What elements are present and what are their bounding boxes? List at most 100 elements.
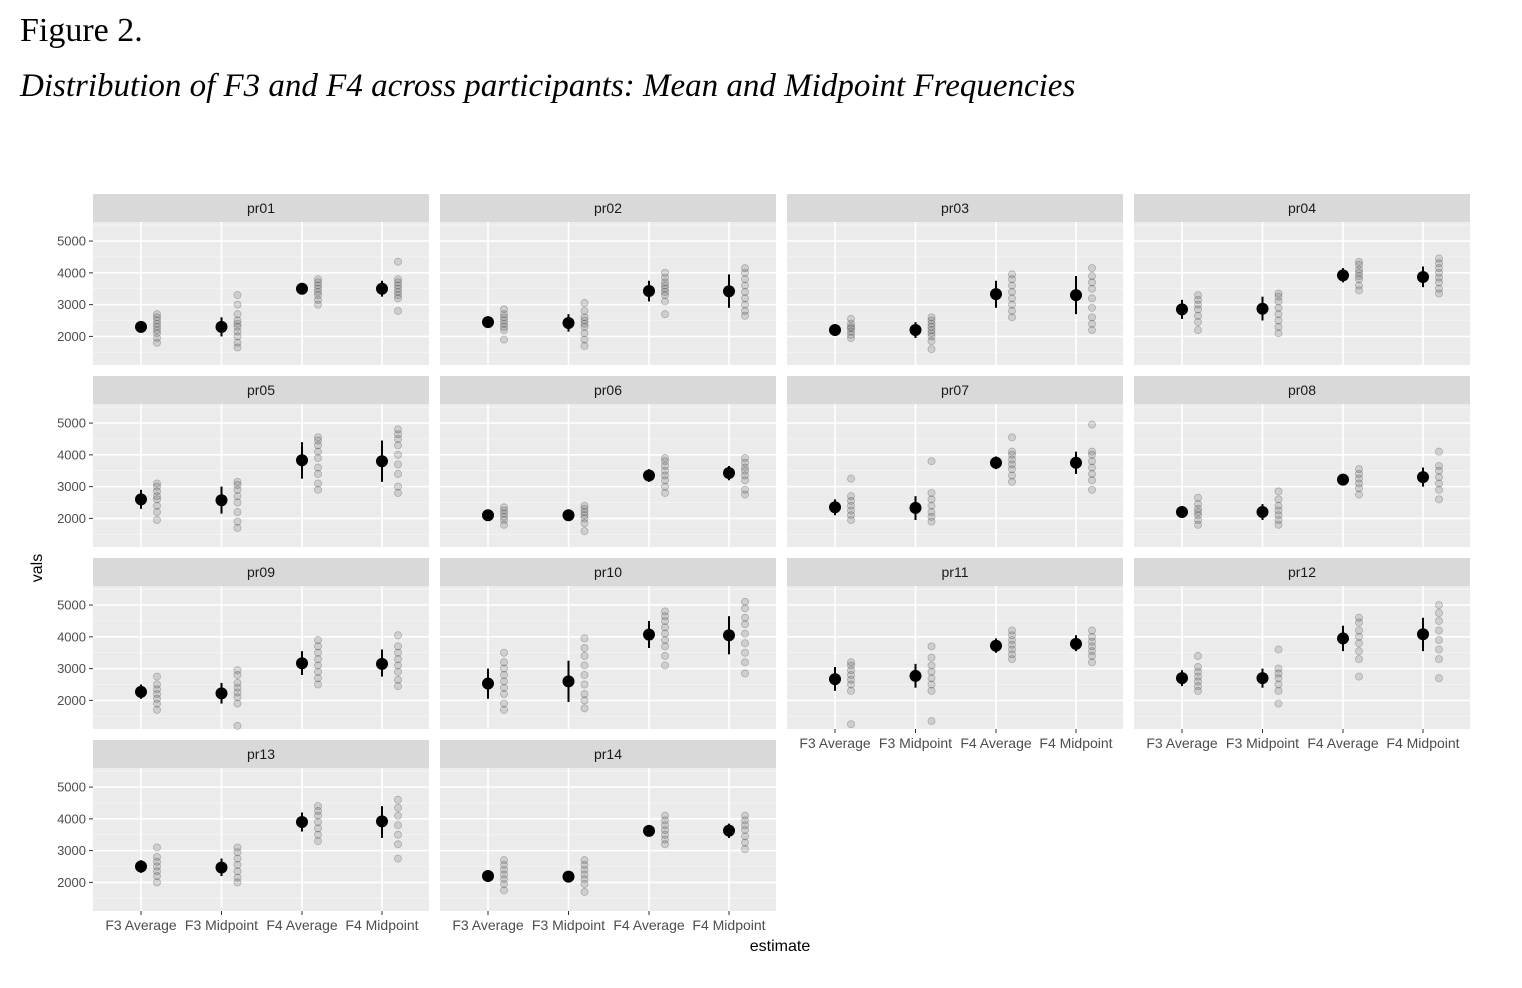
mean-point <box>723 285 735 298</box>
mean-point <box>296 454 308 467</box>
raw-point <box>1274 292 1283 301</box>
raw-point <box>1194 500 1203 509</box>
raw-point <box>927 322 936 331</box>
raw-point <box>313 433 322 442</box>
x-tick-label: F4 Average <box>1307 735 1379 751</box>
raw-point <box>847 661 856 670</box>
raw-point <box>927 329 936 338</box>
raw-point <box>152 316 161 325</box>
raw-point <box>741 471 750 480</box>
raw-point <box>1435 268 1444 277</box>
raw-point <box>313 300 322 309</box>
raw-point <box>741 463 750 472</box>
raw-point <box>741 845 750 854</box>
raw-point <box>661 840 670 849</box>
raw-point <box>847 670 856 679</box>
raw-point <box>393 811 402 820</box>
raw-point <box>1274 674 1283 683</box>
raw-point <box>927 661 936 670</box>
raw-point <box>1435 278 1444 287</box>
raw-point <box>313 287 322 296</box>
raw-point <box>580 306 589 315</box>
raw-point <box>152 487 161 496</box>
raw-point <box>233 848 242 857</box>
raw-point <box>661 482 670 491</box>
raw-point <box>1008 640 1017 649</box>
raw-point <box>1274 669 1283 678</box>
mean-point <box>1256 302 1269 315</box>
mean-point <box>643 469 655 482</box>
raw-point <box>152 313 161 322</box>
raw-point <box>580 690 589 699</box>
raw-point <box>152 508 161 517</box>
raw-point <box>233 693 242 702</box>
raw-point <box>152 867 161 876</box>
raw-point <box>152 857 161 866</box>
mean-point <box>562 317 575 330</box>
raw-point <box>1435 495 1444 504</box>
raw-point <box>1355 672 1364 681</box>
x-tick-label: F3 Average <box>105 917 177 933</box>
raw-point <box>847 327 856 336</box>
facet-strip <box>440 558 776 586</box>
raw-point <box>393 278 402 287</box>
raw-point <box>393 425 402 434</box>
raw-point <box>580 313 589 322</box>
raw-point <box>233 498 242 507</box>
raw-point <box>580 704 589 713</box>
raw-point <box>393 450 402 459</box>
raw-point <box>927 313 936 322</box>
raw-point <box>393 294 402 303</box>
mean-point <box>296 282 308 295</box>
facet-strip <box>440 376 776 404</box>
raw-point <box>1194 672 1203 681</box>
raw-point <box>152 690 161 699</box>
raw-point <box>152 685 161 694</box>
raw-point <box>393 482 402 491</box>
y-tick-label: 2000 <box>57 875 86 890</box>
facet-strip <box>787 558 1123 586</box>
raw-point <box>580 879 589 888</box>
raw-point <box>1435 485 1444 494</box>
raw-point <box>393 287 402 296</box>
raw-point <box>1435 473 1444 482</box>
raw-point <box>233 867 242 876</box>
raw-point <box>580 322 589 331</box>
raw-point <box>313 818 322 827</box>
raw-point <box>1008 650 1017 659</box>
facet-panel-pr08: pr08 <box>1134 376 1470 547</box>
raw-point <box>499 503 508 512</box>
mean-point <box>135 493 147 506</box>
raw-point <box>1435 674 1444 683</box>
raw-point <box>499 870 508 879</box>
raw-point <box>1088 651 1097 660</box>
raw-point <box>233 688 242 697</box>
raw-point <box>152 501 161 510</box>
raw-point <box>313 667 322 676</box>
raw-point <box>1355 632 1364 641</box>
raw-point <box>233 523 242 532</box>
raw-point <box>1088 642 1097 651</box>
raw-point <box>580 634 589 643</box>
raw-point <box>927 653 936 662</box>
raw-point <box>661 642 670 651</box>
x-tick-label: F4 Average <box>613 917 685 933</box>
raw-point <box>1435 636 1444 645</box>
x-tick-label: F3 Midpoint <box>185 917 258 933</box>
raw-point <box>580 865 589 874</box>
raw-point <box>393 430 402 439</box>
raw-point <box>661 636 670 645</box>
raw-point <box>233 343 242 352</box>
raw-point <box>1194 667 1203 676</box>
raw-point <box>1435 259 1444 268</box>
raw-point <box>393 795 402 804</box>
raw-point <box>233 873 242 882</box>
raw-point <box>313 824 322 833</box>
mean-point <box>723 629 735 642</box>
raw-point <box>580 643 589 652</box>
raw-point <box>1435 609 1444 618</box>
raw-point <box>1088 476 1097 485</box>
y-tick-label: 4000 <box>57 811 86 826</box>
raw-point <box>313 479 322 488</box>
raw-point <box>393 667 402 676</box>
